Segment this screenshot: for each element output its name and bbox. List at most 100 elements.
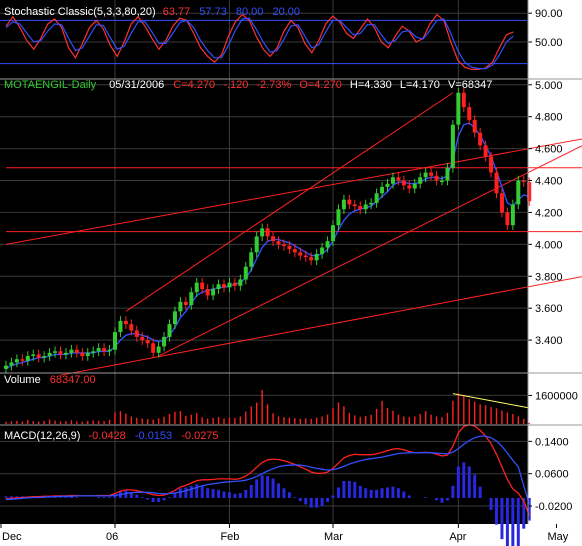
candle-up — [243, 266, 248, 280]
candle-down — [303, 255, 308, 258]
candle-down — [489, 156, 494, 173]
candle-down — [352, 204, 357, 207]
macd-header-signal: -0.0153 — [135, 430, 172, 442]
candle-up — [440, 180, 444, 183]
price-header-low: L=4.170 — [400, 79, 440, 91]
candle-up — [363, 204, 368, 210]
candle-up — [156, 346, 161, 353]
candle-down — [396, 177, 401, 181]
candle-up — [194, 282, 199, 293]
candle-up — [63, 352, 68, 355]
x-axis-tick-label: Apr — [449, 531, 466, 543]
candle-down — [461, 92, 466, 108]
candle-up — [450, 124, 455, 168]
volume-panel — [5, 390, 530, 424]
candle-up — [42, 356, 47, 358]
candle-up — [423, 172, 428, 178]
candle-up — [9, 362, 14, 366]
y-axis-tick-label: 4.600 — [535, 144, 563, 156]
candle-up — [341, 199, 346, 210]
candle-up — [107, 349, 112, 352]
candle-up — [14, 359, 19, 363]
candle-up — [53, 351, 58, 353]
candle-up — [85, 352, 90, 357]
candle-up — [412, 183, 417, 189]
candle-down — [527, 182, 532, 202]
candle-up — [249, 252, 254, 267]
candle-up — [31, 354, 36, 357]
price-axis-panel — [528, 0, 582, 546]
candle-up — [320, 247, 325, 254]
candle-up — [4, 365, 8, 369]
candle-down — [401, 180, 406, 186]
candle-down — [434, 175, 439, 181]
time-axis-panel — [0, 524, 582, 546]
y-axis-tick-label: -0.0200 — [535, 501, 572, 513]
price-header-change-pct: -2.73% — [256, 79, 291, 91]
y-axis-tick-label: 0.1400 — [535, 436, 569, 448]
candle-down — [205, 289, 210, 296]
candle-down — [36, 354, 41, 358]
candle-down — [494, 172, 499, 194]
candle-up — [336, 209, 341, 226]
candle-up — [385, 183, 390, 187]
macd-header-macd: -0.0428 — [88, 430, 125, 442]
candle-down — [123, 320, 128, 325]
candle-down — [281, 244, 286, 246]
candle-down — [309, 257, 314, 261]
candle-down — [483, 145, 488, 157]
x-axis-tick-label: Dec — [2, 531, 22, 543]
price-header-close: C=4.270 — [173, 79, 215, 91]
price-header-symbol: MOTAENGIL-Daily — [4, 79, 97, 91]
stoch-header-lower: 20.00 — [272, 6, 300, 18]
y-axis-tick-label: 3.400 — [535, 335, 563, 347]
candle-down — [407, 185, 412, 189]
candle-up — [189, 292, 194, 305]
candle-up — [238, 279, 243, 286]
y-axis-tick-label: 1600000 — [535, 390, 578, 402]
candle-up — [211, 289, 216, 296]
candle-down — [467, 107, 472, 120]
candle-up — [380, 186, 385, 194]
candle-up — [510, 204, 515, 226]
price-header-open: O=4.270 — [299, 79, 342, 91]
candle-down — [140, 336, 145, 341]
y-axis-tick-label: 0.0600 — [535, 469, 569, 481]
candle-up — [516, 180, 521, 205]
y-axis-tick-label: 4.200 — [535, 207, 563, 219]
candle-down — [222, 284, 226, 288]
stoch-k-line — [5, 13, 514, 71]
candle-up — [167, 324, 172, 337]
x-axis-tick-label: May — [547, 531, 568, 543]
candle-up — [314, 253, 319, 261]
candle-up — [118, 320, 123, 333]
candle-up — [25, 356, 30, 361]
candle-up — [445, 167, 450, 181]
candle-down — [499, 193, 504, 213]
candle-up — [69, 349, 74, 353]
candle-down — [292, 249, 297, 253]
macd-header: MACD(12,26,9) -0.0428 -0.0153 -0.0275 — [4, 430, 219, 442]
y-axis-tick-label: 4.800 — [535, 112, 563, 124]
candle-down — [80, 352, 85, 357]
candle-down — [134, 330, 139, 337]
candle-down — [102, 348, 107, 352]
price-header-date: 05/31/2006 — [109, 79, 164, 91]
candle-up — [227, 282, 232, 288]
stoch-header-upper: 80.00 — [236, 6, 264, 18]
price-panel — [4, 87, 582, 376]
candle-down — [271, 236, 276, 242]
volume-trend-line — [452, 393, 530, 409]
trend-line — [158, 145, 582, 357]
stoch-header-name: Stochastic Classic(5,3,3,80,20) — [4, 6, 156, 18]
candle-down — [472, 119, 477, 133]
price-header: MOTAENGIL-Daily 05/31/2006 C=4.270 -.120… — [4, 79, 492, 91]
candle-up — [91, 351, 96, 353]
stoch-header-d: 57.73 — [199, 6, 227, 18]
y-axis-tick-label: 50.00 — [535, 37, 563, 49]
candle-down — [287, 245, 292, 250]
candle-up — [216, 284, 221, 290]
x-axis-tick-label: Mar — [324, 531, 343, 543]
panel-separators — [0, 0, 582, 524]
